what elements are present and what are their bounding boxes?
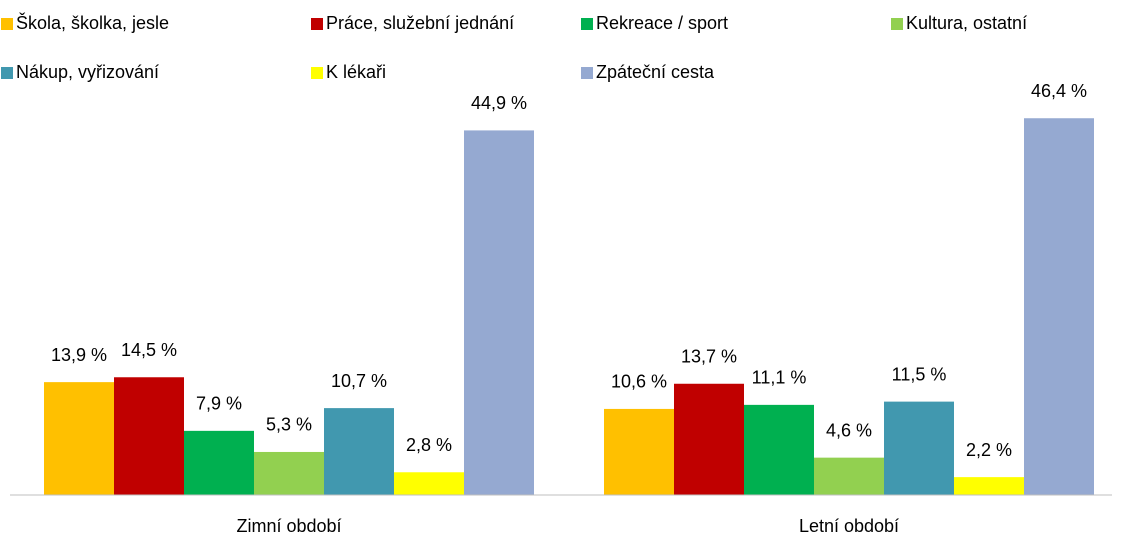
legend-swatch: [311, 18, 323, 30]
value-label: 10,7 %: [331, 371, 387, 391]
value-label: 4,6 %: [826, 420, 872, 440]
bar: [44, 382, 114, 495]
legend-swatch: [581, 18, 593, 30]
bar: [954, 477, 1024, 495]
value-label: 5,3 %: [266, 415, 312, 435]
bar: [1024, 118, 1094, 496]
value-label: 14,5 %: [121, 340, 177, 360]
legend-label: Škola, školka, jesle: [16, 12, 169, 33]
legend-label: Rekreace / sport: [596, 13, 728, 33]
legend-swatch: [581, 67, 593, 79]
legend-swatch: [891, 18, 903, 30]
bar: [464, 130, 534, 496]
bar: [814, 457, 884, 495]
x-tick-label: Zimní období: [236, 516, 341, 536]
legend-swatch: [1, 18, 13, 30]
bar: [184, 430, 254, 495]
value-label: 10,6 %: [611, 372, 667, 392]
bar: [394, 472, 464, 495]
bar: [114, 377, 184, 495]
legend-swatch: [311, 67, 323, 79]
legend-label: Zpáteční cesta: [596, 62, 715, 82]
x-tick-label: Letní období: [799, 516, 899, 536]
legend-label: Nákup, vyřizování: [16, 62, 159, 82]
value-label: 13,9 %: [51, 345, 107, 365]
value-label: 11,1 %: [752, 368, 807, 388]
bar: [744, 404, 814, 495]
value-label: 13,7 %: [681, 347, 737, 367]
value-label: 46,4 %: [1031, 81, 1087, 101]
legend-swatch: [1, 67, 13, 79]
bar: [254, 451, 324, 495]
legend-label: K lékaři: [326, 62, 386, 82]
value-label: 11,5 %: [892, 364, 947, 384]
value-label: 44,9 %: [471, 93, 527, 113]
bar: [604, 408, 674, 495]
legend-label: Práce, služební jednání: [326, 13, 514, 33]
bar: [324, 408, 394, 495]
value-label: 2,2 %: [966, 440, 1012, 460]
value-label: 7,9 %: [196, 394, 242, 414]
bar: [884, 401, 954, 495]
legend-label: Kultura, ostatní: [906, 13, 1027, 33]
value-label: 2,8 %: [406, 435, 452, 455]
bar: [674, 383, 744, 495]
